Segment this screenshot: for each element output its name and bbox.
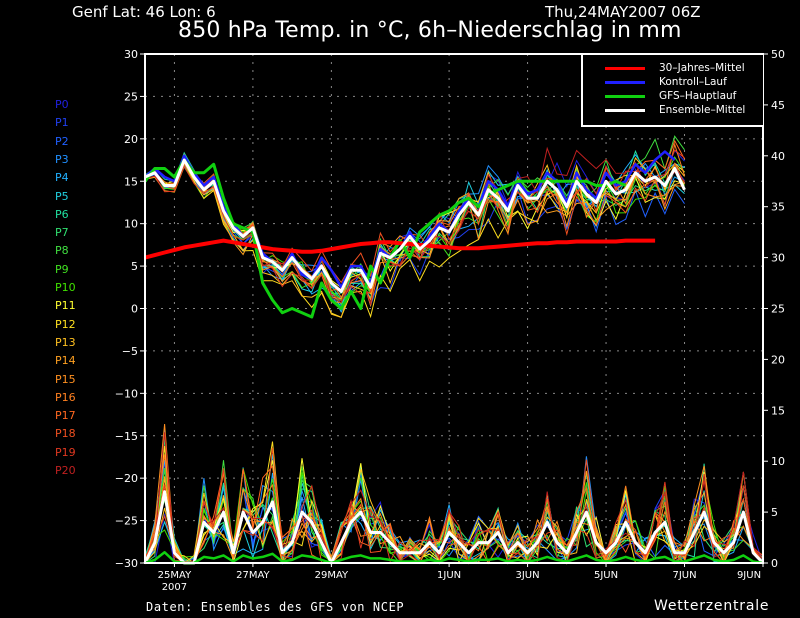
climate-mean-line — [144, 238, 656, 260]
ensemble-mean-line — [144, 158, 686, 293]
member-precip-line-p20 — [144, 432, 764, 565]
left-axis-tick-label: 0 — [131, 303, 138, 316]
legend-label: Kontroll–Lauf — [659, 76, 727, 88]
legend-swatch — [605, 67, 645, 70]
member-label-p8: P8 — [55, 244, 69, 258]
left-axis-tick-label: 15 — [124, 175, 138, 188]
member-label-p11: P11 — [55, 299, 76, 313]
member-label-p20: P20 — [55, 464, 76, 477]
chart-title: 850 hPa Temp. in °C, 6h–Niederschlag in … — [178, 18, 682, 43]
right-axis-tick-label: 15 — [771, 404, 785, 417]
x-axis-tick-sublabel: 2007 — [162, 582, 187, 593]
legend-swatch — [605, 109, 645, 112]
run-timestamp: Thu,24MAY2007 06Z — [545, 3, 701, 21]
left-axis-tick-label: −20 — [115, 472, 138, 485]
legend-item-ensemble-mean: Ensemble–Mittel — [583, 104, 763, 118]
member-label-p14: P14 — [55, 354, 76, 368]
member-label-p6: P6 — [55, 207, 69, 221]
precip-main-run-line — [144, 551, 764, 565]
left-axis-tick-label: 25 — [124, 90, 138, 103]
grid-layer — [145, 54, 763, 563]
right-axis-tick-label: 45 — [771, 99, 785, 112]
legend-swatch — [605, 81, 645, 84]
x-axis-tick-label: 9JUN — [737, 570, 761, 581]
right-axis-tick-label: 30 — [771, 252, 785, 265]
member-label-p9: P9 — [55, 262, 69, 276]
brand-label: Wetterzentrale — [654, 598, 770, 614]
legend-item-control-run: Kontroll–Lauf — [583, 76, 763, 90]
legend-item-main-run: GFS–Hauptlauf — [583, 90, 763, 104]
member-label-p10: P10 — [55, 281, 76, 294]
left-axis-tick-label: −5 — [122, 345, 138, 358]
member-label-p19: P19 — [55, 445, 76, 459]
left-axis-tick-label: 10 — [124, 218, 138, 231]
precip-ensemble-mean-line — [143, 490, 765, 565]
plot-frame — [144, 53, 764, 564]
member-label-p3: P3 — [55, 152, 69, 166]
right-axis-tick-label: 20 — [771, 353, 785, 366]
member-temp-line-p2 — [144, 157, 685, 307]
x-axis-tick-label: 7JUN — [672, 570, 696, 581]
right-axis-tick-label: 10 — [771, 455, 785, 468]
member-precip-line-p17 — [144, 454, 764, 565]
member-label-p18: P18 — [55, 427, 76, 441]
series-layer — [143, 135, 765, 565]
member-label-p5: P5 — [55, 189, 69, 203]
left-axis-tick-label: −10 — [115, 387, 138, 400]
member-label-p15: P15 — [55, 372, 76, 386]
x-axis-tick-label: 1JUN — [437, 570, 461, 581]
x-axis-tick-label: 27MAY — [236, 570, 270, 581]
x-axis-tick-label: 29MAY — [315, 570, 349, 581]
member-label-p7: P7 — [55, 226, 69, 240]
member-label-p2: P2 — [55, 134, 69, 148]
member-label-p4: P4 — [55, 171, 69, 185]
right-axis-tick-label: 50 — [771, 48, 785, 61]
member-precip-line-p19 — [144, 468, 764, 565]
x-axis-tick-label: 3JUN — [516, 570, 540, 581]
right-axis-tick-label: 25 — [771, 303, 785, 316]
member-label-p16: P16 — [55, 390, 76, 404]
left-axis-tick-label: 5 — [131, 260, 138, 273]
member-label-p17: P17 — [55, 409, 76, 423]
location-label: Genf Lat: 46 Lon: 6 — [72, 3, 216, 21]
axes-layer: 302520151050−5−10−15−20−25−3050454035302… — [115, 48, 785, 593]
legend-label: GFS–Hauptlauf — [659, 90, 737, 102]
right-axis-tick-label: 5 — [771, 506, 778, 519]
legend-swatch — [605, 95, 645, 98]
legend-label: Ensemble–Mittel — [659, 104, 746, 116]
data-source-note: Daten: Ensembles des GFS von NCEP — [146, 600, 405, 614]
member-label-p13: P13 — [55, 335, 76, 349]
legend-label: 30–Jahres–Mittel — [659, 62, 745, 74]
member-label-p0: P0 — [55, 98, 69, 111]
x-axis-tick-label: 5JUN — [594, 570, 618, 581]
right-axis-tick-label: 35 — [771, 201, 785, 214]
left-axis-tick-label: −15 — [115, 430, 138, 443]
right-axis-tick-label: 40 — [771, 150, 785, 163]
left-axis-tick-label: −30 — [115, 557, 138, 570]
legend-item-climate-mean: 30–Jahres–Mittel — [583, 62, 763, 76]
member-label-p12: P12 — [55, 317, 76, 331]
chart-legend: 30–Jahres–Mittel Kontroll–Lauf GFS–Haupt… — [581, 55, 763, 127]
member-label-p1: P1 — [55, 116, 69, 130]
left-axis-tick-label: −25 — [115, 515, 138, 528]
right-axis-tick-label: 0 — [771, 557, 778, 570]
x-axis-tick-label: 25MAY — [158, 570, 192, 581]
left-axis-tick-label: 30 — [124, 48, 138, 61]
left-axis-tick-label: 20 — [124, 133, 138, 146]
member-temp-line-p19 — [144, 149, 685, 302]
